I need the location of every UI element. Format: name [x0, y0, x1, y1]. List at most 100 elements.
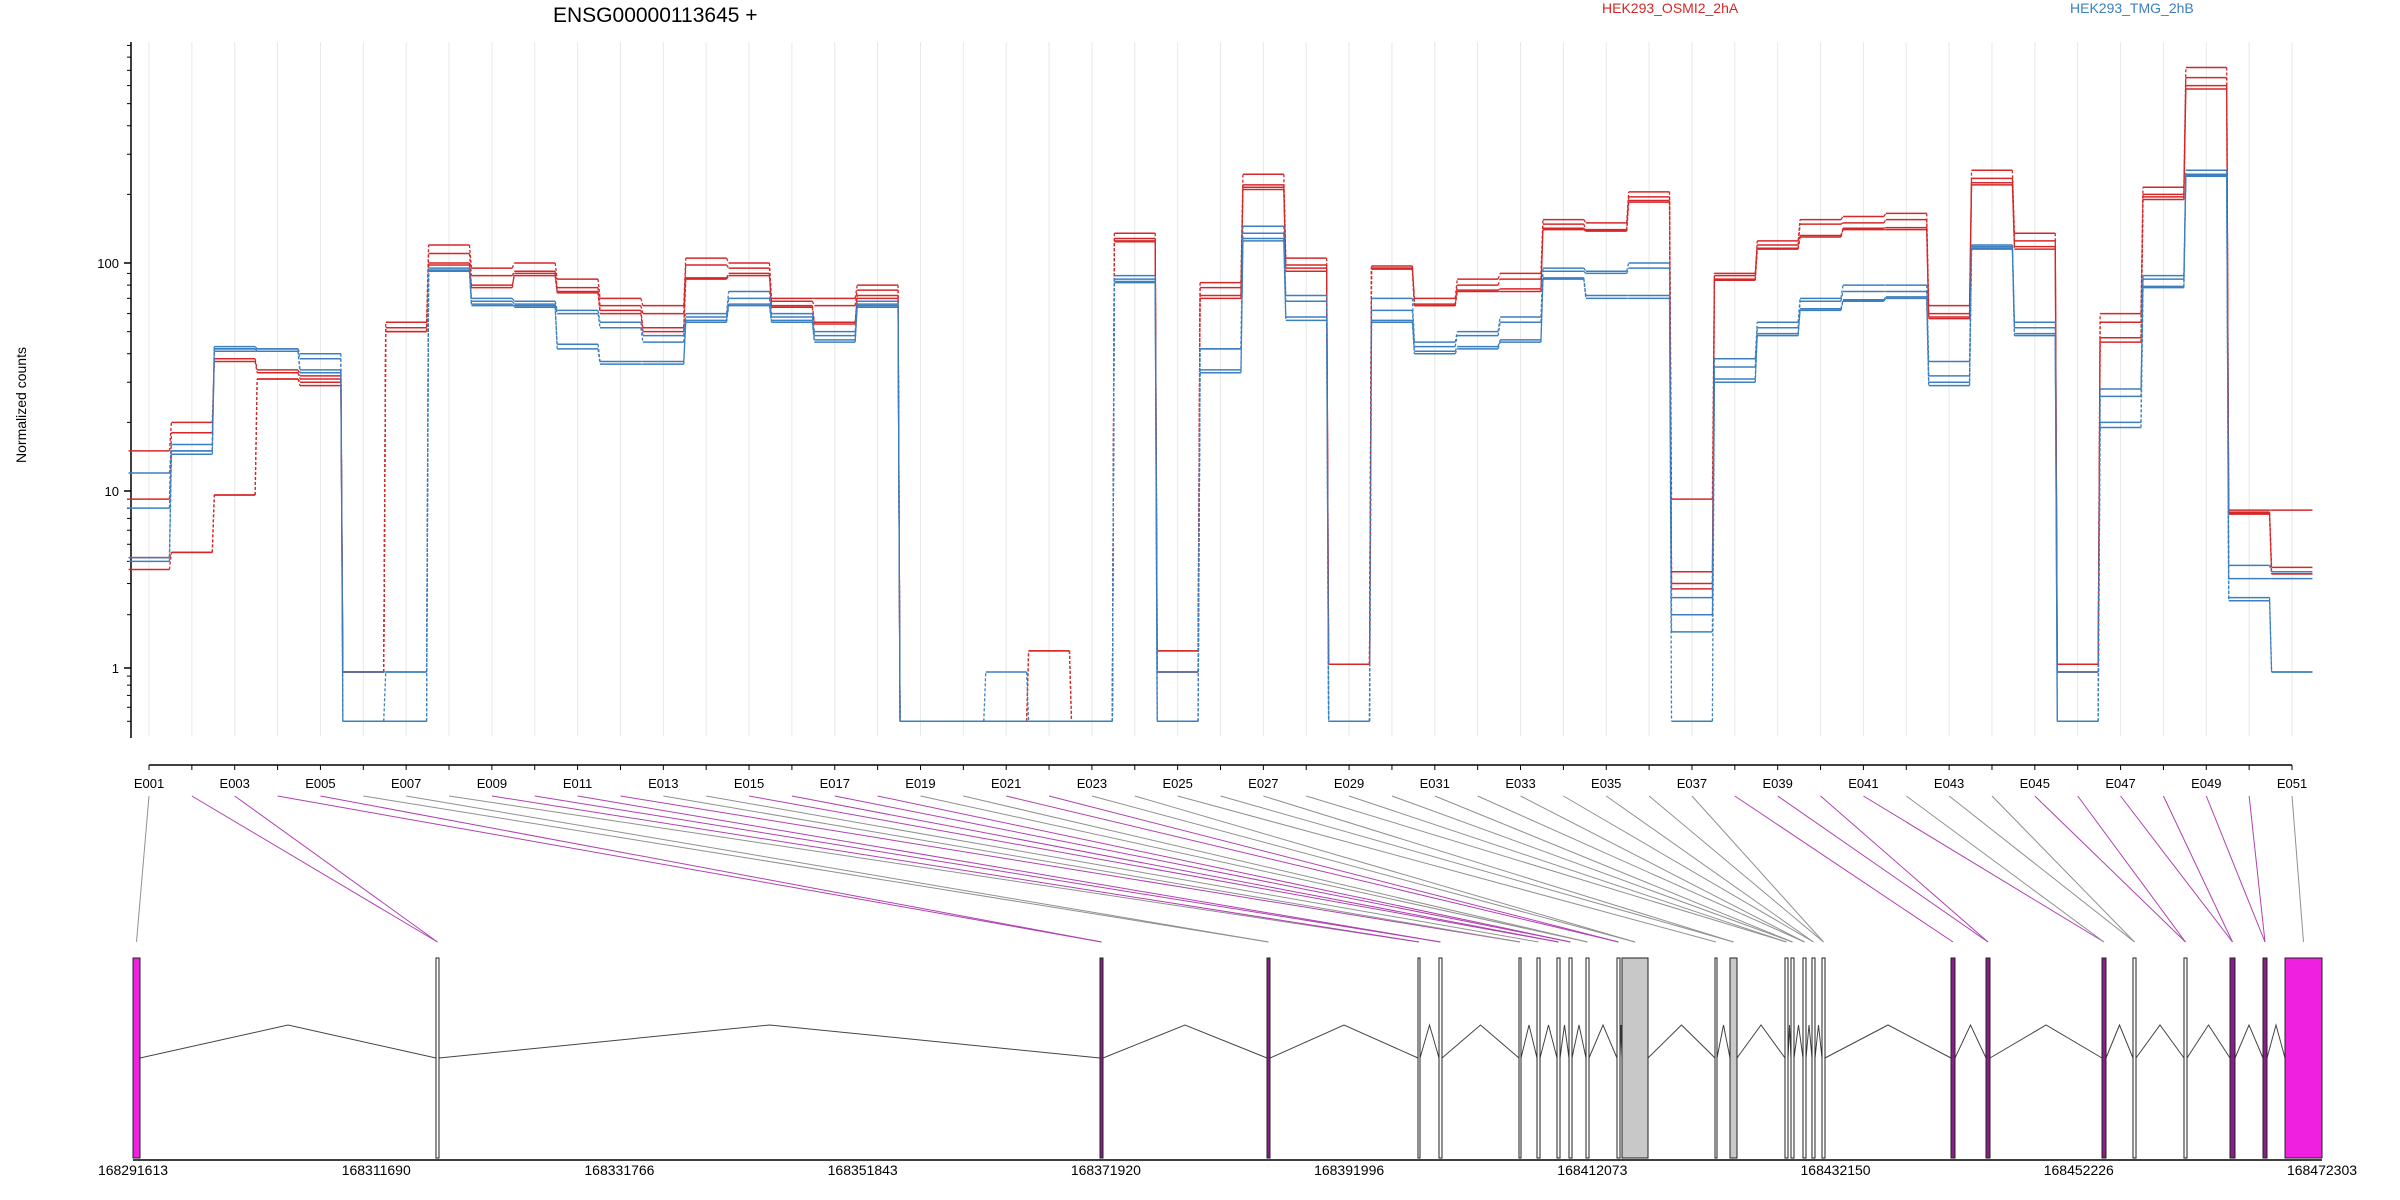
- series-transition: [1797, 308, 1801, 334]
- x-tick-label-E019: E019: [905, 776, 935, 791]
- series-transition: [1283, 240, 1287, 321]
- series-transition: [1797, 224, 1801, 246]
- series-transition: [468, 244, 473, 269]
- series-transition: [1326, 316, 1330, 722]
- series-layer: [128, 66, 2313, 723]
- series-transition: [1197, 369, 1201, 722]
- series-transition: [854, 295, 858, 323]
- exon-block-15: [1784, 957, 1789, 1159]
- connector-E012: [620, 795, 1521, 943]
- connector-E046: [2077, 795, 2186, 943]
- exon-block-3: [1266, 957, 1271, 1159]
- series-transition: [1968, 248, 1973, 386]
- connector-E031: [1434, 795, 1793, 943]
- connector-E034: [1563, 795, 1814, 943]
- series-transition: [854, 290, 858, 306]
- series-transition: [211, 348, 215, 451]
- coord-label-3: 168351843: [828, 1162, 898, 1178]
- intron: [1824, 1024, 1952, 1059]
- x-tick-label-E027: E027: [1248, 776, 1278, 791]
- series-transition: [811, 307, 815, 325]
- series-transition: [811, 320, 815, 340]
- series-transition: [468, 270, 473, 305]
- series-transition: [2140, 279, 2144, 397]
- connector-E026: [1220, 795, 1734, 943]
- series-transition: [2011, 182, 2016, 247]
- series-transition: [854, 284, 858, 299]
- connector-E005: [320, 795, 1102, 943]
- series-transition: [1540, 228, 1544, 289]
- connector-E036: [1648, 795, 1824, 943]
- series-transition: [168, 450, 173, 562]
- connector-E040: [1820, 795, 1989, 943]
- exon-block-14: [1729, 957, 1738, 1159]
- series-transition: [511, 262, 515, 269]
- series-transition: [211, 494, 215, 553]
- legend-entry-tmg: HEK293_TMG_2hB: [2070, 0, 2194, 16]
- series-transition: [511, 297, 515, 302]
- x-tick-label-E011: E011: [563, 776, 592, 791]
- series-transition: [1583, 277, 1587, 296]
- intron: [1419, 1023, 1440, 1059]
- series-transition: [811, 300, 815, 306]
- series-transition: [383, 331, 387, 672]
- x-tick-label-E045: E045: [2020, 776, 2050, 791]
- connector-E032: [1477, 795, 1805, 943]
- connector-E039: [1777, 795, 1989, 943]
- connector-E014: [706, 795, 1539, 943]
- series-transition: [297, 372, 301, 380]
- connector-E011: [577, 795, 1441, 943]
- exon-block-6: [1518, 957, 1522, 1159]
- series-transition: [297, 351, 301, 370]
- intron: [1588, 1023, 1618, 1059]
- gene-model: [132, 957, 2323, 1159]
- series-transition: [1497, 322, 1501, 336]
- exon-block-22: [2101, 957, 2107, 1159]
- series-transition: [383, 671, 387, 722]
- series-transition: [725, 298, 730, 318]
- connector-E041: [1863, 795, 2105, 943]
- x-tick-label-E015: E015: [734, 776, 764, 791]
- connector-E025: [1177, 795, 1717, 943]
- series-transition: [1754, 248, 1758, 281]
- series-transition: [640, 313, 644, 332]
- intron: [139, 1024, 437, 1059]
- connector-E037: [1691, 795, 1824, 943]
- series-transition: [2097, 322, 2101, 665]
- series-transition: [640, 327, 644, 343]
- series-transition: [340, 372, 344, 722]
- intron: [2234, 1023, 2264, 1059]
- series-transition: [640, 305, 644, 314]
- intron: [1989, 1024, 2103, 1059]
- series-transition: [2268, 597, 2273, 672]
- connector-E042: [1905, 795, 2105, 943]
- series-transition: [1883, 213, 1887, 217]
- legend-entry-osmi2: HEK293_OSMI2_2hA: [1602, 0, 1739, 16]
- exon-block-21: [1985, 957, 1991, 1159]
- x-tick-label-E025: E025: [1162, 776, 1192, 791]
- series-transition: [1840, 216, 1844, 220]
- connector-E044: [1991, 795, 2135, 943]
- connector-E049: [2205, 795, 2266, 943]
- series-transition: [511, 270, 515, 276]
- series-transition: [1583, 223, 1587, 230]
- connector-E015: [748, 795, 1559, 943]
- series-transition: [1025, 671, 1030, 722]
- series-7-HEK293_TMG_2hB: [128, 174, 2313, 723]
- connector-E028: [1306, 795, 1787, 943]
- series-transition: [1583, 219, 1587, 224]
- exon-block-4: [1417, 957, 1421, 1159]
- series-transition: [1454, 279, 1458, 299]
- connector-E048: [2162, 795, 2233, 943]
- series-transition: [1068, 650, 1073, 722]
- series-transition: [1926, 227, 1930, 319]
- series-transition: [1411, 269, 1416, 305]
- series-transition: [254, 348, 258, 352]
- series-transition: [554, 307, 558, 345]
- intron: [438, 1024, 1101, 1059]
- connector-E029: [1348, 795, 1787, 943]
- series-transition: [340, 369, 344, 722]
- x-tick-label-E043: E043: [1934, 776, 1964, 791]
- series-transition: [1454, 290, 1458, 305]
- series-transition: [1497, 278, 1501, 286]
